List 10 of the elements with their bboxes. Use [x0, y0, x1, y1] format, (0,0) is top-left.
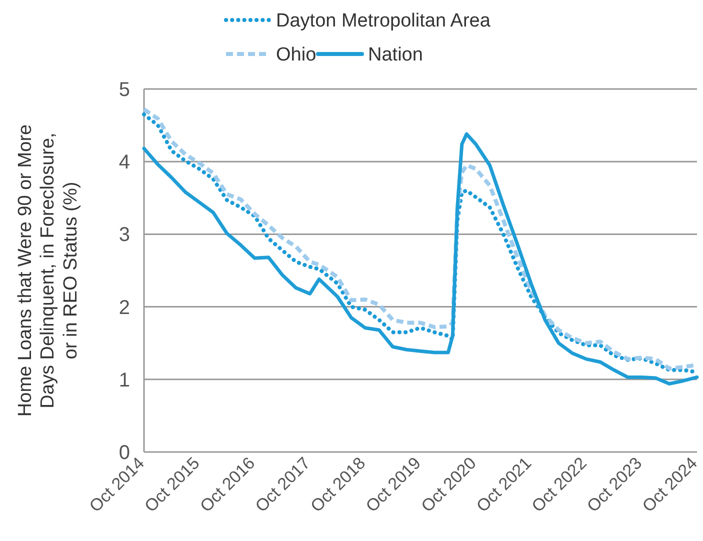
y-tick-label: 5	[118, 79, 130, 101]
y-tick-label: 1	[118, 369, 130, 392]
y-tick-label: 3	[118, 224, 130, 246]
legend-label: Nation	[368, 44, 423, 66]
y-tick-label: 2	[118, 296, 130, 319]
legend-label: Ohio	[276, 44, 316, 66]
y-axis-title: Home Loans that Were 90 or More Days Delinquent, in Foreclosure, or in REO Status (%)	[14, 124, 82, 417]
legend-label: Dayton Metropolitan Area	[276, 10, 491, 32]
y-tick-label: 4	[118, 152, 130, 174]
y-tick-label: 0	[118, 442, 130, 464]
